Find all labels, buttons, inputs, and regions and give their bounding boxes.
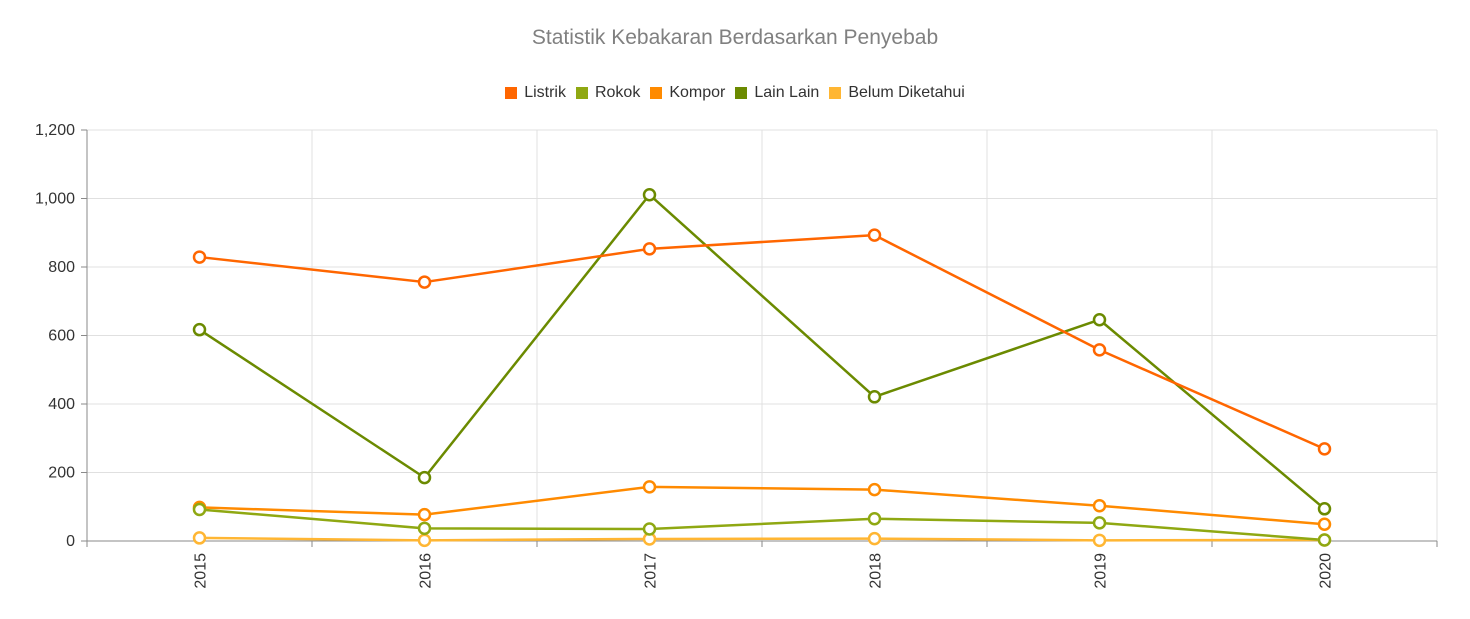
chart-legend: Listrik Rokok Kompor Lain Lain Belum Diketah… (0, 84, 1470, 102)
y-tick-label: 1,200 (35, 122, 75, 139)
data-point-belum-diketahui (1092, 533, 1107, 548)
legend-swatch (735, 87, 748, 99)
legend-item-listrik[interactable]: Listrik (505, 84, 566, 102)
x-tick-label: 2016 (418, 553, 435, 589)
data-point-kompor (867, 482, 882, 497)
legend-item-kompor[interactable]: Kompor (650, 84, 725, 102)
legend-label: Kompor (669, 84, 726, 101)
data-point-listrik (192, 250, 207, 264)
data-point-rokok (1317, 533, 1332, 547)
data-point-kompor (642, 480, 657, 494)
legend-swatch (650, 87, 663, 99)
data-point-belum-diketahui (192, 531, 207, 545)
data-point-lain-lain (642, 187, 657, 202)
data-point-listrik (1317, 442, 1332, 456)
y-tick-label: 1,000 (35, 191, 75, 208)
data-point-rokok (192, 502, 207, 517)
data-point-lain-lain (192, 322, 207, 337)
legend-swatch (575, 87, 588, 99)
series-line-kompor (199, 485, 1325, 526)
y-tick-label: 600 (48, 328, 75, 345)
data-point-lain-lain (417, 470, 432, 485)
data-point-rokok (417, 521, 432, 536)
chart-title: Statistik Kebakaran Berdasarkan Penyebab (531, 26, 939, 49)
y-tick-label: 800 (48, 259, 75, 276)
x-tick-label: 2020 (1318, 553, 1335, 589)
x-tick-label: 2017 (643, 553, 660, 589)
legend-swatch (505, 87, 518, 99)
data-point-listrik (1092, 343, 1107, 357)
data-point-kompor (1317, 517, 1332, 531)
data-point-belum-diketahui (417, 533, 432, 548)
legend-label: Listrik (524, 84, 566, 101)
data-point-rokok (867, 511, 882, 526)
legend-label: Belum Diketahui (848, 84, 965, 101)
data-point-listrik (867, 228, 882, 242)
y-tick-label: 200 (48, 465, 75, 482)
legend-label: Rokok (594, 84, 641, 101)
data-point-listrik (417, 275, 432, 289)
x-tick-label: 2018 (868, 553, 885, 589)
legend-label: Lain Lain (754, 84, 820, 101)
series-line-belum-diketahui (199, 536, 1325, 542)
x-tick-label: 2015 (193, 553, 210, 589)
legend-item-lain-lain[interactable]: Lain Lain (735, 84, 819, 102)
data-point-belum-diketahui (867, 531, 882, 546)
x-tick-label: 2019 (1093, 553, 1110, 589)
data-point-kompor (417, 507, 432, 522)
data-point-lain-lain (867, 390, 882, 404)
data-point-lain-lain (1317, 502, 1332, 516)
data-point-lain-lain (1092, 312, 1107, 327)
legend-item-belum-diketahui[interactable]: Belum Diketahui (829, 84, 965, 102)
series-line-rokok (199, 508, 1325, 542)
legend-item-rokok[interactable]: Rokok (575, 84, 641, 102)
data-point-rokok (642, 522, 657, 536)
series-line-lain-lain (198, 193, 1326, 510)
data-point-listrik (642, 242, 657, 256)
data-point-rokok (1092, 516, 1107, 530)
data-point-kompor (1092, 498, 1107, 513)
legend-swatch (829, 87, 842, 99)
series-line-listrik (199, 233, 1326, 451)
y-tick-label: 400 (48, 396, 75, 413)
y-tick-label: 0 (66, 533, 75, 550)
